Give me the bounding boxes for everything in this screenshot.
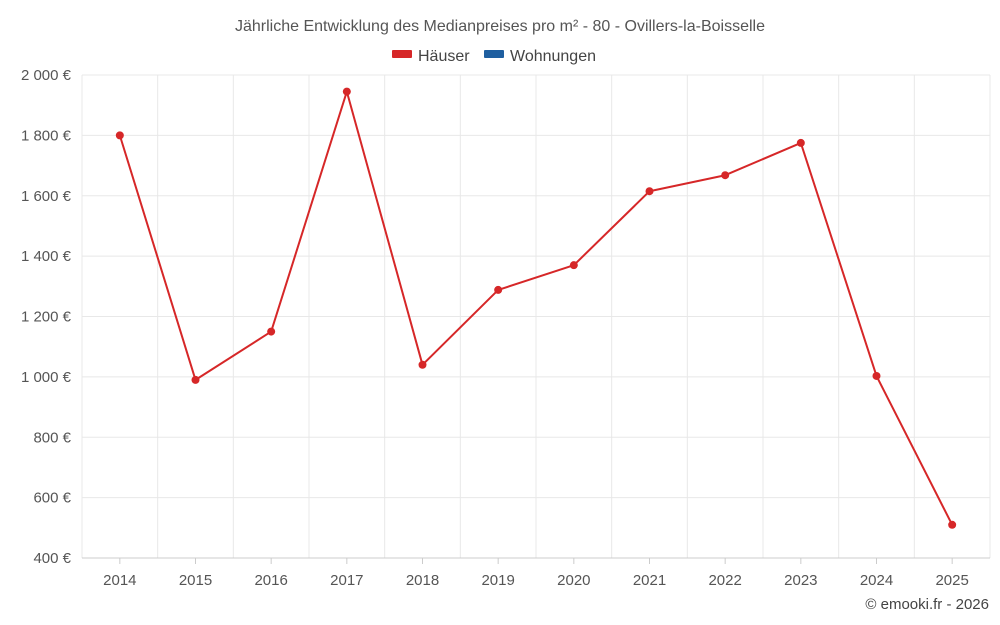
x-tick-label: 2024 bbox=[860, 572, 893, 589]
x-tick-label: 2023 bbox=[784, 572, 817, 589]
x-tick-label: 2020 bbox=[557, 572, 590, 589]
data-point-hauser-2024[interactable] bbox=[872, 371, 881, 380]
chart-title: Jährliche Entwicklung des Medianpreises … bbox=[235, 18, 765, 35]
y-tick-label: 600 € bbox=[33, 490, 71, 507]
x-tick-label: 2015 bbox=[179, 572, 212, 589]
y-tick-label: 1 400 € bbox=[21, 248, 72, 265]
data-point-hauser-2023[interactable] bbox=[796, 138, 805, 147]
y-tick-label: 400 € bbox=[33, 550, 71, 567]
y-tick-label: 1 000 € bbox=[21, 369, 72, 386]
credit-text: © emooki.fr - 2026 bbox=[865, 596, 989, 613]
grid bbox=[81, 74, 991, 559]
data-point-hauser-2018[interactable] bbox=[418, 360, 427, 369]
legend-swatch-wohnungen bbox=[484, 50, 504, 58]
x-axis: 2014 2015 2016 2017 2018 2019 2020 2021 2022 2023… bbox=[103, 558, 969, 589]
x-tick-label: 2022 bbox=[708, 572, 741, 589]
data-point-hauser-2014[interactable] bbox=[115, 131, 124, 140]
series-line-hauser bbox=[118, 90, 954, 526]
x-tick-label: 2019 bbox=[481, 572, 514, 589]
x-tick-label: 2014 bbox=[103, 572, 136, 589]
legend-swatch-hauser bbox=[392, 50, 412, 58]
legend-label-wohnungen[interactable]: Wohnungen bbox=[510, 48, 596, 65]
data-point-hauser-2021[interactable] bbox=[645, 187, 654, 196]
y-tick-label: 800 € bbox=[33, 429, 71, 446]
data-point-hauser-2015[interactable] bbox=[191, 375, 200, 384]
data-point-hauser-2022[interactable] bbox=[721, 171, 730, 180]
y-tick-label: 1 600 € bbox=[21, 188, 72, 205]
data-point-hauser-2025[interactable] bbox=[948, 520, 957, 529]
data-point-hauser-2020[interactable] bbox=[569, 261, 578, 270]
legend: Häuser Wohnungen bbox=[392, 48, 596, 65]
y-axis: 2 000 € 1 800 € 1 600 € 1 400 € 1 200 € 1 000… bbox=[21, 67, 72, 567]
x-tick-label: 2017 bbox=[330, 572, 363, 589]
data-point-hauser-2019[interactable] bbox=[494, 285, 503, 294]
x-tick-label: 2025 bbox=[935, 572, 968, 589]
x-tick-label: 2021 bbox=[633, 572, 666, 589]
series-hauser bbox=[115, 87, 957, 529]
y-tick-label: 2 000 € bbox=[21, 67, 72, 84]
y-tick-label: 1 800 € bbox=[21, 127, 72, 144]
data-point-hauser-2016[interactable] bbox=[267, 327, 276, 336]
legend-label-hauser[interactable]: Häuser bbox=[418, 48, 470, 65]
data-point-hauser-2017[interactable] bbox=[342, 87, 351, 96]
y-tick-label: 1 200 € bbox=[21, 309, 72, 326]
x-tick-label: 2018 bbox=[406, 572, 439, 589]
x-tick-label: 2016 bbox=[254, 572, 287, 589]
